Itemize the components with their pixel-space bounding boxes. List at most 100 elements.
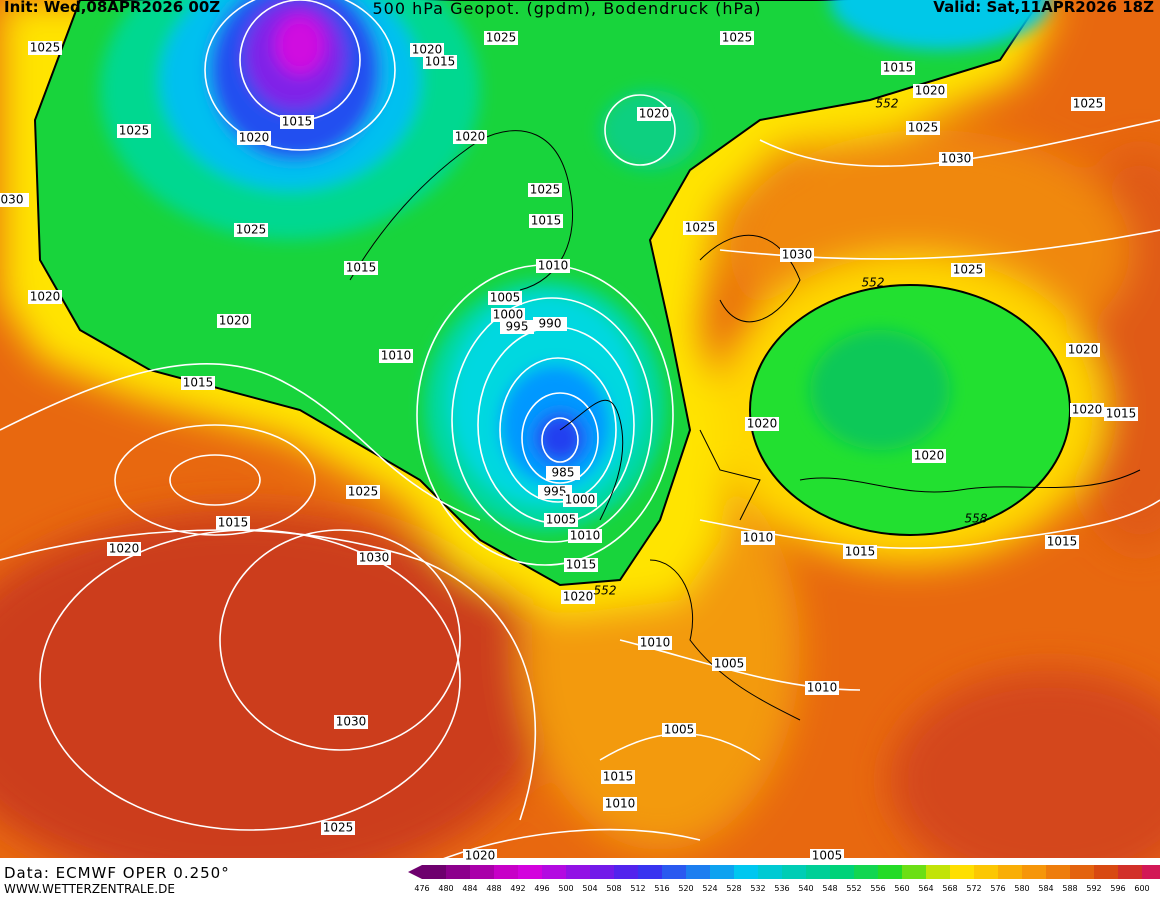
isobar-label-box bbox=[662, 723, 696, 737]
isobar-label-box bbox=[410, 43, 444, 57]
isobar-label-box bbox=[741, 531, 775, 545]
isobar-label: 1025 bbox=[30, 41, 61, 55]
colorbar-label: 488 bbox=[486, 884, 501, 893]
isobar-label-box bbox=[379, 349, 413, 363]
isobar-label-box bbox=[423, 55, 457, 69]
colorbar-label: 596 bbox=[1110, 884, 1125, 893]
isobar-label: 1020 bbox=[465, 849, 496, 863]
isobar-label: 1020 bbox=[239, 131, 270, 145]
init-time: Init: Wed,08APR2026 00Z bbox=[4, 0, 220, 16]
isobar-label-box bbox=[913, 84, 947, 98]
isobar-label-box bbox=[117, 124, 151, 138]
colorbar-swatch bbox=[566, 865, 590, 879]
colorbar-swatch bbox=[590, 865, 614, 879]
isobar-label: 1030 bbox=[336, 715, 367, 729]
colorbar-label: 504 bbox=[582, 884, 597, 893]
isobar-label-box bbox=[181, 376, 215, 390]
coastlines bbox=[349, 130, 1141, 721]
isobar-label-box bbox=[237, 131, 271, 145]
website: WWW.WETTERZENTRALE.DE bbox=[4, 882, 175, 896]
isobar-label: 1030 bbox=[782, 248, 813, 262]
isobar-label-box bbox=[280, 115, 314, 129]
colorbar-label: 492 bbox=[510, 884, 525, 893]
colorbar-swatch bbox=[542, 865, 566, 879]
isobar-label: 1020 bbox=[914, 449, 945, 463]
colorbar-swatch bbox=[902, 865, 926, 879]
colorbar-label: 528 bbox=[726, 884, 741, 893]
isobar-label: 985 bbox=[552, 466, 575, 480]
isobar-label-box bbox=[1066, 343, 1100, 357]
isobar-label: 995 bbox=[544, 485, 567, 499]
colorbar-label: 520 bbox=[678, 884, 693, 893]
isobar-label: 1020 bbox=[639, 107, 670, 121]
colorbar-label: 568 bbox=[942, 884, 957, 893]
colorbar-label: 500 bbox=[558, 884, 573, 893]
colorbar-swatch bbox=[974, 865, 998, 879]
isobar-label-box bbox=[234, 223, 268, 237]
isobar-label-box bbox=[712, 657, 746, 671]
isobar-label-box bbox=[500, 320, 534, 334]
map-title: 500 hPa Geopot. (gpdm), Bodendruck (hPa) bbox=[372, 0, 761, 18]
isobar-label: 1015 bbox=[845, 545, 876, 559]
colorbar-label: 516 bbox=[654, 884, 669, 893]
isobar-label-box bbox=[0, 193, 29, 207]
isobar-label: 1025 bbox=[236, 223, 267, 237]
isobar-label: 1030 bbox=[941, 152, 972, 166]
isobar-label-box bbox=[745, 417, 779, 431]
colorbar-swatch bbox=[1142, 865, 1160, 879]
isobar-label-box bbox=[912, 449, 946, 463]
isobar-label-box bbox=[601, 770, 635, 784]
isobar-label: 1015 bbox=[425, 55, 456, 69]
isobar-label: 1005 bbox=[714, 657, 745, 671]
isobar-label-box bbox=[720, 31, 754, 45]
isobar-label-box bbox=[357, 551, 391, 565]
colorbar-swatch bbox=[638, 865, 662, 879]
isobar-label-box bbox=[568, 529, 602, 543]
isobar-label: 1010 bbox=[570, 529, 601, 543]
colorbar-swatch bbox=[518, 865, 542, 879]
height-label: 558 bbox=[965, 512, 988, 526]
isobar-label-box bbox=[321, 821, 355, 835]
isobar-label-box bbox=[484, 31, 518, 45]
colorbar-swatch bbox=[854, 865, 878, 879]
colorbar-label: 512 bbox=[630, 884, 645, 893]
colorbar: 476 480 484 488 492 496 500 504 508 512 516 520 524 5… bbox=[408, 865, 1160, 893]
isobar-label: 1025 bbox=[486, 31, 517, 45]
isobar-label: 1025 bbox=[953, 263, 984, 277]
colorbar-label: 576 bbox=[990, 884, 1005, 893]
isobar-label: 1020 bbox=[30, 290, 61, 304]
data-source: Data: ECMWF OPER 0.250° bbox=[4, 864, 230, 882]
isobar-label: 1015 bbox=[1106, 407, 1137, 421]
colorbar-label: 572 bbox=[966, 884, 981, 893]
isobar-label: 1000 bbox=[493, 308, 524, 322]
isobar-label: 1005 bbox=[812, 849, 843, 863]
colorbar-swatch bbox=[806, 865, 830, 879]
isobar-label: 1010 bbox=[743, 531, 774, 545]
isobar-label: 1010 bbox=[807, 681, 838, 695]
colorbar-label: 580 bbox=[1014, 884, 1029, 893]
colorbar-swatch bbox=[782, 865, 806, 879]
colorbar-arrow bbox=[408, 865, 422, 879]
isobar-label-box bbox=[843, 545, 877, 559]
colorbar-label: 548 bbox=[822, 884, 837, 893]
colorbar-swatch bbox=[878, 865, 902, 879]
isobar-label: 1005 bbox=[664, 723, 695, 737]
isobar-label-box bbox=[1045, 535, 1079, 549]
isobar-label-box bbox=[28, 290, 62, 304]
height-label: 552 bbox=[862, 276, 885, 290]
isobar-label-box bbox=[107, 542, 141, 556]
isobar-label: 995 bbox=[506, 320, 529, 334]
isobar-label: 1015 bbox=[566, 558, 597, 572]
isobar-label-box bbox=[1104, 407, 1138, 421]
colorbar-label: 600 bbox=[1134, 884, 1149, 893]
isobar-label-box bbox=[463, 849, 497, 863]
isobar-label: 990 bbox=[539, 317, 562, 331]
colorbar-swatch bbox=[1022, 865, 1046, 879]
isobar-label: 1015 bbox=[1047, 535, 1078, 549]
isobar-label-box bbox=[637, 107, 671, 121]
isobar-label: 1025 bbox=[722, 31, 753, 45]
isobar-label: 1020 bbox=[455, 130, 486, 144]
isobar-label: 1020 bbox=[915, 84, 946, 98]
isobar-label: 1015 bbox=[883, 61, 914, 75]
